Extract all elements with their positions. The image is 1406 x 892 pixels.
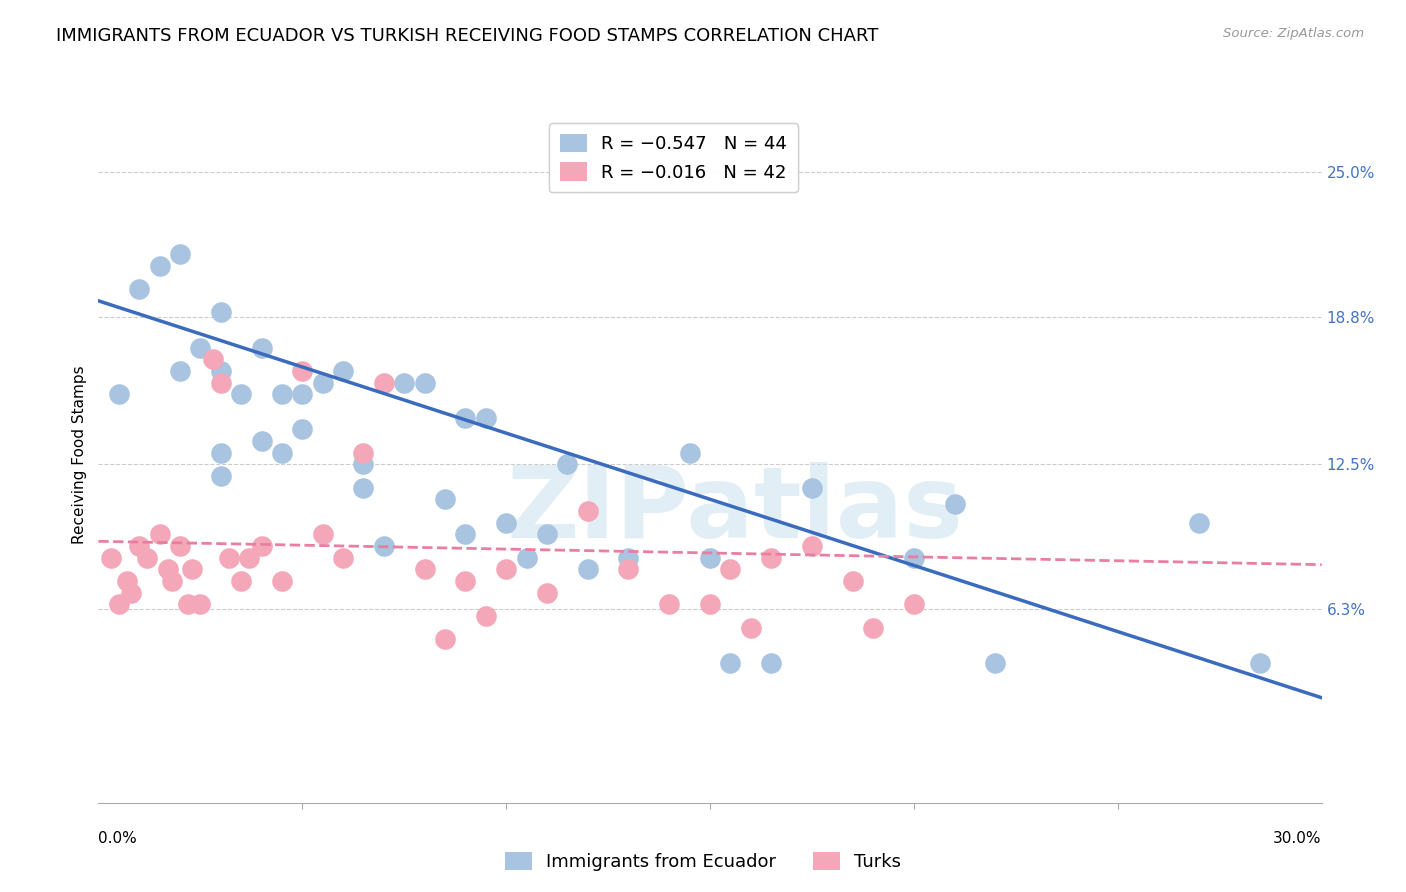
Point: [373, 539, 395, 553]
Point: [238, 550, 260, 565]
Point: [291, 387, 314, 401]
Point: [617, 550, 640, 565]
Point: [209, 305, 232, 319]
Point: [761, 550, 783, 565]
Point: [720, 562, 742, 576]
Point: [943, 497, 966, 511]
Point: [250, 539, 273, 553]
Point: [352, 481, 374, 495]
Point: [557, 457, 579, 471]
Point: [108, 598, 131, 612]
Point: [720, 656, 742, 670]
Point: [231, 574, 253, 588]
Point: [352, 445, 374, 459]
Point: [312, 527, 335, 541]
Point: [108, 387, 131, 401]
Point: [169, 364, 191, 378]
Text: 0.0%: 0.0%: [98, 830, 138, 846]
Point: [291, 364, 314, 378]
Point: [576, 562, 599, 576]
Point: [177, 598, 200, 612]
Point: [903, 550, 925, 565]
Point: [679, 445, 702, 459]
Point: [474, 609, 498, 624]
Point: [392, 376, 416, 390]
Point: [617, 562, 640, 576]
Text: IMMIGRANTS FROM ECUADOR VS TURKISH RECEIVING FOOD STAMPS CORRELATION CHART: IMMIGRANTS FROM ECUADOR VS TURKISH RECEI…: [56, 27, 879, 45]
Point: [801, 481, 824, 495]
Point: [149, 527, 172, 541]
Point: [188, 341, 212, 355]
Point: [332, 550, 354, 565]
Point: [352, 457, 374, 471]
Point: [413, 562, 436, 576]
Point: [536, 585, 558, 599]
Point: [658, 598, 681, 612]
Point: [128, 282, 150, 296]
Point: [699, 598, 721, 612]
Point: [250, 341, 273, 355]
Point: [332, 364, 354, 378]
Point: [373, 376, 395, 390]
Point: [188, 598, 212, 612]
Point: [291, 422, 314, 436]
Point: [1188, 516, 1211, 530]
Point: [201, 352, 224, 367]
Point: [169, 247, 191, 261]
Point: [115, 574, 138, 588]
Point: [903, 598, 925, 612]
Point: [149, 259, 172, 273]
Point: [160, 574, 183, 588]
Point: [454, 527, 477, 541]
Point: [209, 364, 232, 378]
Point: [474, 410, 498, 425]
Point: [984, 656, 1007, 670]
Point: [270, 387, 294, 401]
Point: [312, 376, 335, 390]
Text: Source: ZipAtlas.com: Source: ZipAtlas.com: [1223, 27, 1364, 40]
Point: [1249, 656, 1271, 670]
Point: [862, 621, 884, 635]
Point: [434, 492, 457, 507]
Text: ZIPatlas: ZIPatlas: [506, 462, 963, 559]
Text: 30.0%: 30.0%: [1274, 830, 1322, 846]
Point: [231, 387, 253, 401]
Point: [128, 539, 150, 553]
Point: [495, 562, 517, 576]
Point: [209, 376, 232, 390]
Point: [576, 504, 599, 518]
Point: [136, 550, 159, 565]
Point: [495, 516, 517, 530]
Point: [120, 585, 142, 599]
Legend: R = −0.547   N = 44, R = −0.016   N = 42: R = −0.547 N = 44, R = −0.016 N = 42: [548, 123, 797, 193]
Point: [250, 434, 273, 448]
Point: [516, 550, 538, 565]
Point: [209, 469, 232, 483]
Point: [699, 550, 721, 565]
Point: [169, 539, 191, 553]
Point: [536, 527, 558, 541]
Point: [454, 410, 477, 425]
Point: [181, 562, 204, 576]
Point: [156, 562, 179, 576]
Point: [801, 539, 824, 553]
Y-axis label: Receiving Food Stamps: Receiving Food Stamps: [72, 366, 87, 544]
Point: [740, 621, 762, 635]
Point: [218, 550, 240, 565]
Point: [434, 632, 457, 647]
Point: [100, 550, 122, 565]
Point: [270, 574, 294, 588]
Point: [270, 445, 294, 459]
Legend: Immigrants from Ecuador, Turks: Immigrants from Ecuador, Turks: [498, 845, 908, 879]
Point: [761, 656, 783, 670]
Point: [454, 574, 477, 588]
Point: [841, 574, 863, 588]
Point: [413, 376, 436, 390]
Point: [209, 445, 232, 459]
